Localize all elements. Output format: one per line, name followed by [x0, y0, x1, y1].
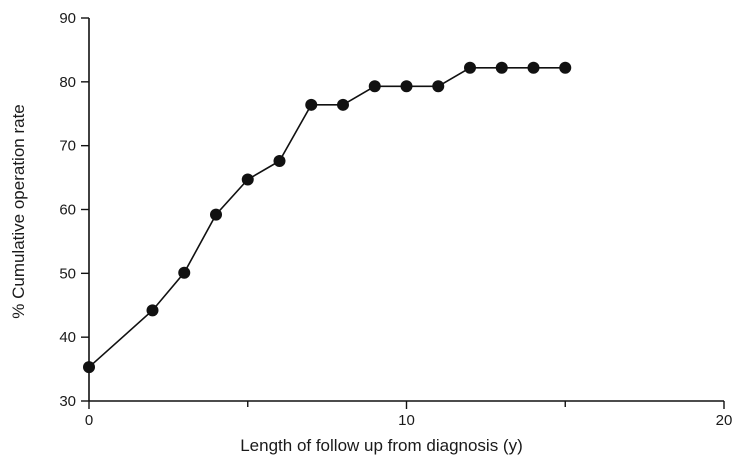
data-point — [337, 98, 349, 111]
y-tick-label: 60 — [59, 202, 76, 219]
data-point — [305, 98, 318, 111]
data-point — [273, 154, 286, 167]
x-axis: 0 10 20 — [85, 400, 733, 429]
data-point — [83, 361, 95, 374]
data-point — [178, 266, 191, 279]
data-point — [464, 61, 476, 74]
y-tick-label: 90 — [59, 10, 76, 27]
x-tick-label: 20 — [716, 412, 733, 429]
data-point — [368, 80, 381, 93]
x-tick-label: 0 — [85, 412, 93, 429]
series-line — [88, 66, 566, 368]
data-point — [559, 61, 572, 74]
y-tick-label: 50 — [59, 265, 76, 282]
data-point — [241, 173, 254, 186]
x-axis-label: Length of follow up from diagnosis (y) — [240, 436, 523, 455]
data-point — [146, 304, 159, 317]
x-tick-label: 10 — [398, 412, 415, 429]
data-point — [432, 80, 445, 93]
y-tick-label: 40 — [59, 329, 76, 346]
y-tick-label: 80 — [59, 74, 76, 91]
data-point — [527, 61, 540, 74]
plot-series — [83, 61, 572, 374]
data-point — [210, 208, 222, 221]
data-point — [495, 61, 508, 74]
y-tick-label: 70 — [59, 138, 76, 155]
y-axis-label: % Cumulative operation rate — [9, 104, 28, 319]
y-axis: 30 40 50 60 70 80 90 — [59, 10, 90, 410]
y-tick-label: 30 — [59, 393, 76, 410]
data-point — [400, 80, 413, 93]
